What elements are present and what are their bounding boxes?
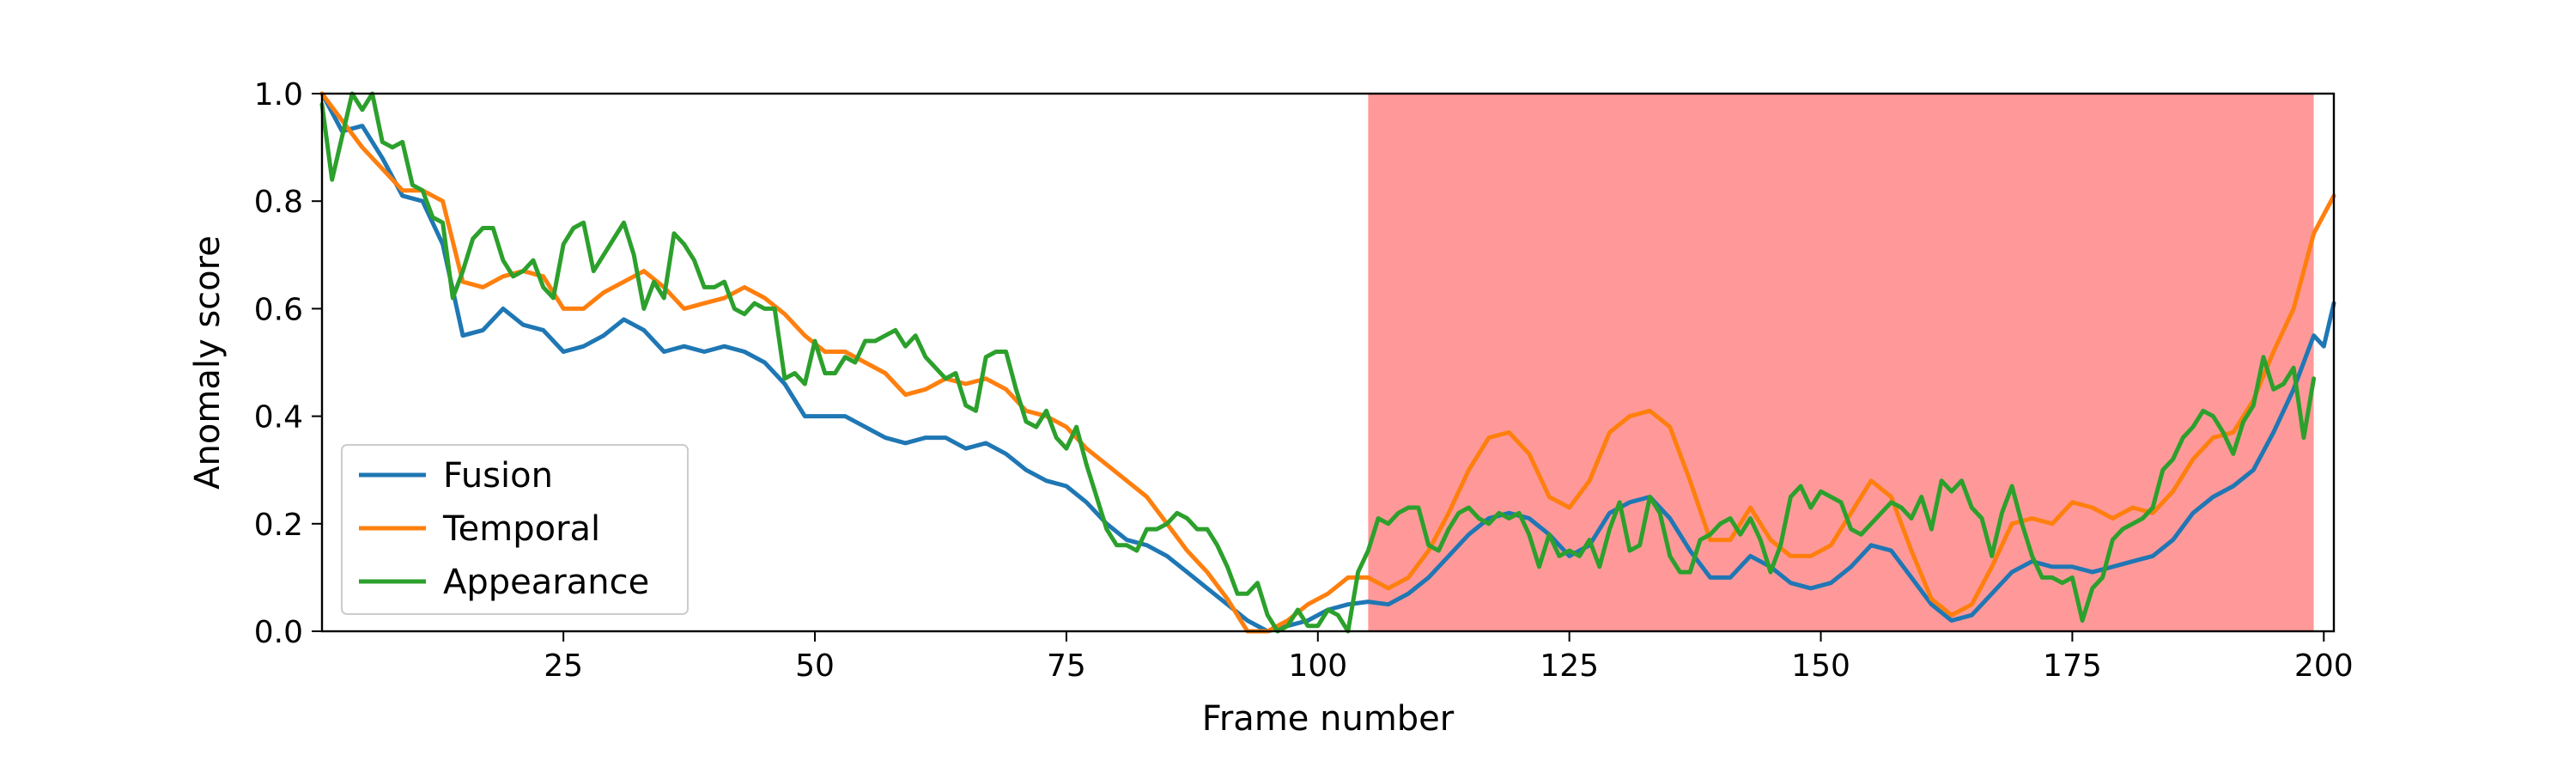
series-line-fusion [319, 91, 2336, 634]
x-tick-label: 50 [795, 648, 835, 684]
y-tick-label: 0.0 [254, 615, 303, 650]
legend: Fusion Temporal Appearance [341, 444, 689, 615]
y-axis-title: Anomaly score [188, 235, 228, 490]
x-axis-title: Frame number [1202, 699, 1455, 739]
tick-layer: 25 50 75 100 125 150 175 200 0.0 0.2 0.4 0.6 0.8 1.0 [254, 77, 2354, 684]
x-tick-label: 200 [2294, 648, 2354, 684]
legend-label-appearance: Appearance [443, 563, 649, 602]
legend-label-fusion: Fusion [443, 456, 553, 496]
x-tick-label: 25 [544, 648, 583, 684]
series-layer [319, 91, 2336, 634]
y-tick-label: 0.4 [254, 400, 303, 435]
legend-box [341, 444, 689, 615]
x-tick-label: 125 [1540, 648, 1599, 684]
anomaly-region [1368, 94, 2314, 631]
y-tick-label: 0.8 [254, 185, 303, 220]
x-tick-label: 175 [2043, 648, 2102, 684]
x-tick-label: 150 [1791, 648, 1850, 684]
anomaly-region-layer [1368, 94, 2314, 631]
y-tick-label: 1.0 [254, 77, 303, 113]
y-tick-label: 0.6 [254, 292, 303, 327]
x-tick-label: 100 [1288, 648, 1347, 684]
series-line-temporal [319, 91, 2336, 634]
series-line-appearance [319, 91, 2317, 634]
plot-frame [320, 92, 2336, 633]
y-tick-label: 0.2 [254, 508, 303, 543]
legend-label-temporal: Temporal [442, 509, 600, 549]
x-tick-label: 75 [1047, 648, 1086, 684]
